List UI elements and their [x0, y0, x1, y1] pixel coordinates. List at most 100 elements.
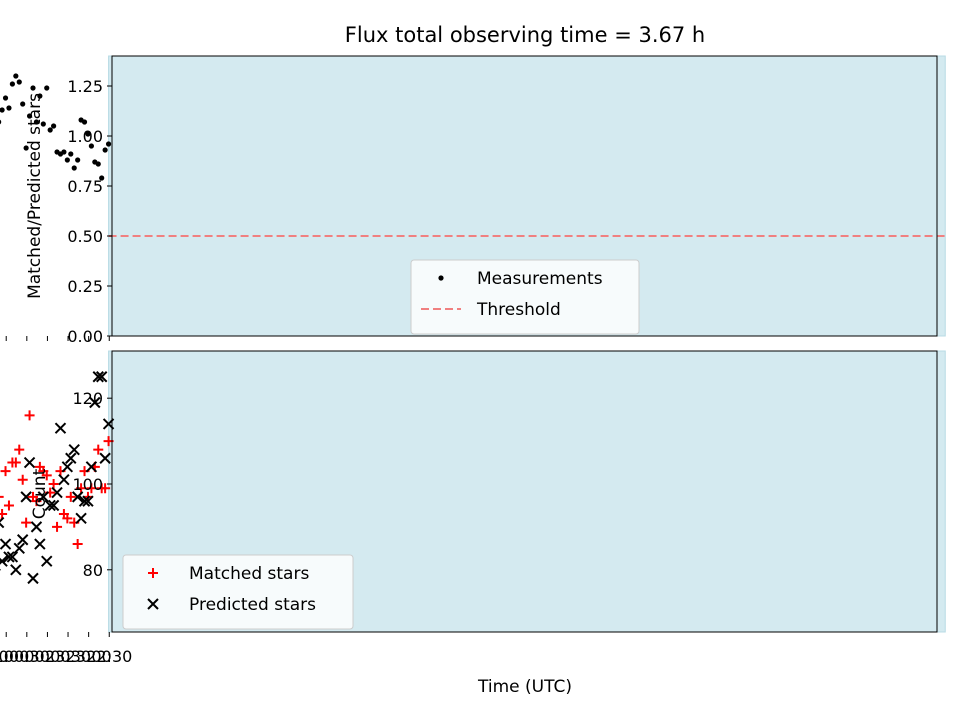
top-y-tick-label: 0.00	[67, 327, 103, 346]
bottom-series-0-point	[86, 483, 97, 494]
bottom-series-0-point	[17, 474, 28, 485]
x-tick-label: 01:30	[0, 647, 9, 666]
top-series-0-point	[47, 127, 53, 133]
bottom-series-1-point	[27, 572, 39, 585]
bottom-series-1-point	[16, 534, 29, 546]
top-y-tick-label: 1.25	[67, 77, 103, 96]
x-tick-label: 01:00	[0, 647, 29, 666]
chart-title: Flux total observing time = 3.67 h	[345, 23, 705, 47]
bottom-series-0-point	[0, 466, 11, 477]
bottom-series-1-point	[30, 521, 43, 533]
x-tick-label: 22:30	[86, 647, 132, 666]
bottom-series-0-point	[76, 483, 87, 494]
top-series-0-point	[51, 123, 57, 129]
bottom-series-0-point	[93, 444, 104, 455]
top-series-0-point	[102, 147, 108, 153]
bottom-series-1-point	[75, 512, 87, 525]
bottom-series-0-point	[0, 495, 4, 498]
top-legend: Measurements Threshold	[410, 259, 640, 335]
top-series-0-point	[23, 145, 29, 151]
top-series-0-point	[44, 85, 50, 91]
top-series-0-point	[85, 131, 91, 137]
bottom-legend-box	[122, 554, 354, 630]
top-series-0-point	[64, 157, 70, 163]
bottom-series-0-point	[14, 444, 25, 455]
bottom-series-0-point	[0, 509, 8, 520]
bottom-series-1-point	[6, 551, 19, 563]
top-y-axis-label: Matched/Predicted stars	[25, 93, 45, 299]
bottom-series-0-point	[96, 483, 107, 494]
bottom-series-1-point	[0, 516, 5, 529]
x-tick-label: 00:30	[4, 647, 50, 666]
bottom-series-1-point	[34, 538, 46, 550]
bottom-y-axis-label: Count	[30, 468, 50, 519]
bottom-series-1-point	[0, 538, 12, 550]
bottom-series-1-point	[10, 564, 22, 576]
bottom-y-tick-label: 120	[72, 389, 103, 408]
top-series-0-point	[99, 175, 105, 181]
count-panel: 80 100 120 22:3023:0023:3000:0000:3001:0001…	[0, 350, 946, 666]
bottom-series-1-point	[44, 499, 56, 512]
bottom-series-1-point	[13, 542, 25, 555]
bottom-series-0-point	[72, 539, 83, 550]
bottom-series-0-point	[24, 410, 35, 421]
bottom-series-1-point	[89, 396, 101, 409]
bottom-series-0-point	[58, 509, 69, 520]
top-series-0-point	[78, 117, 84, 123]
bottom-series-1-point	[95, 371, 108, 383]
bottom-series-1-point	[58, 473, 70, 486]
x-tick-label: 23:30	[45, 647, 91, 666]
x-tick-label: 23:00	[66, 647, 112, 666]
bottom-series-1-point	[92, 371, 104, 383]
bottom-series-1-point	[20, 491, 32, 503]
bottom-series-1-point	[54, 422, 67, 434]
bottom-legend: Matched stars Predicted stars	[122, 554, 354, 630]
top-y-tick-label: 0.25	[67, 277, 103, 296]
bottom-series-1-point	[37, 491, 50, 503]
bottom-series-1-point	[99, 452, 111, 464]
ratio-panel: 0.00 0.25 0.50 0.75 1.00 1.25 Measurements Thre…	[0, 55, 946, 346]
bottom-series-0-point	[28, 491, 39, 502]
top-series-0-point	[30, 85, 36, 91]
bottom-series-1-point	[85, 461, 98, 473]
top-series-0-point	[20, 101, 26, 107]
bottom-axes-frame	[111, 350, 938, 633]
x-tick-label: 00:00	[24, 647, 70, 666]
bottom-series-0-point	[3, 500, 14, 511]
bottom-series-0-point	[21, 517, 32, 528]
top-series-0-point	[92, 159, 98, 165]
top-series-0-point	[26, 113, 33, 119]
top-series-0-point	[13, 73, 19, 79]
top-y-tick-label: 0.75	[67, 177, 103, 196]
bottom-series-1-point	[68, 443, 80, 456]
bottom-y-tick-label: 80	[83, 561, 103, 580]
top-series-0-point	[68, 151, 74, 157]
bottom-series-0-point	[7, 457, 18, 468]
bottom-series-1-point	[65, 452, 77, 464]
top-series-0-point	[9, 81, 15, 87]
bottom-series-0-point	[48, 478, 59, 489]
bottom-legend-label: Predicted stars	[189, 595, 316, 615]
top-series-0-point	[40, 121, 46, 127]
bottom-series-1-point	[0, 555, 8, 567]
bottom-series-1-point	[78, 495, 91, 507]
bottom-series-0-point	[52, 521, 63, 532]
bottom-series-1-point	[51, 486, 63, 499]
top-axes-frame	[111, 55, 938, 337]
bottom-series-1-point	[41, 555, 53, 567]
top-series-0-point	[16, 79, 22, 85]
top-legend-box	[410, 259, 640, 335]
top-series-0-point	[105, 141, 112, 147]
bottom-legend-swatch	[148, 568, 158, 578]
bottom-series-1-point	[82, 495, 94, 507]
bottom-y-tick-label: 100	[72, 475, 103, 494]
top-series-0-point	[0, 107, 5, 113]
top-series-0-point	[0, 119, 2, 125]
bottom-series-0-point	[65, 491, 76, 502]
top-legend-swatch	[438, 275, 444, 281]
bottom-legend-swatch	[147, 598, 159, 610]
top-legend-label: Threshold	[476, 300, 561, 320]
top-series-0-point	[2, 95, 9, 101]
top-y-tick-label: 0.50	[67, 227, 103, 246]
